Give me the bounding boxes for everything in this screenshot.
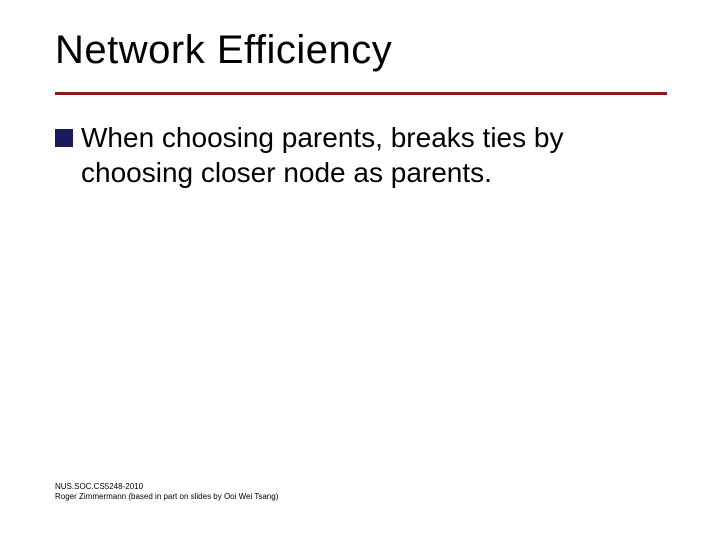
bullet-item: When choosing parents, breaks ties by ch… [55, 120, 675, 190]
footer-line-1: NUS.SOC.CS5248-2010 [55, 482, 278, 492]
slide-title: Network Efficiency [55, 28, 392, 73]
footer-line-2: Roger Zimmermann (based in part on slide… [55, 492, 278, 502]
title-underline-rule [55, 92, 667, 95]
bullet-text: When choosing parents, breaks ties by ch… [81, 120, 675, 190]
slide-body: When choosing parents, breaks ties by ch… [55, 120, 675, 190]
square-bullet-icon [55, 129, 73, 147]
slide: Network Efficiency When choosing parents… [0, 0, 720, 540]
slide-footer: NUS.SOC.CS5248-2010 Roger Zimmermann (ba… [55, 482, 278, 502]
